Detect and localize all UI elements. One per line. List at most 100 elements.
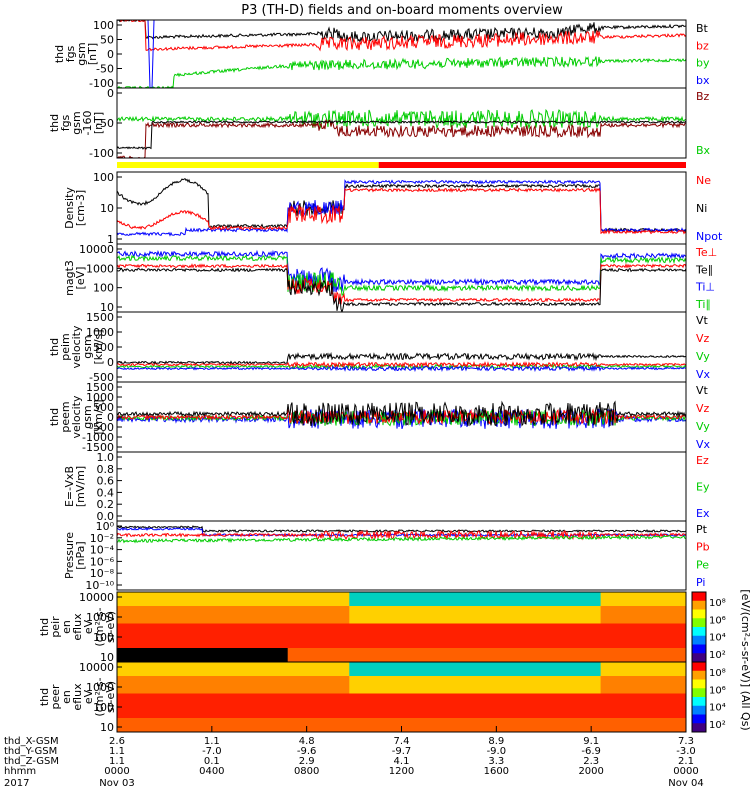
legend-Te⊥: Te⊥ bbox=[695, 246, 717, 259]
spectrogram-cell bbox=[178, 718, 184, 732]
spectrogram-cell bbox=[377, 718, 384, 732]
ephemeris-value: 4.8 bbox=[299, 736, 315, 747]
ytick-label: 500 bbox=[93, 401, 114, 414]
legend-Npot: Npot bbox=[696, 230, 723, 243]
spectrogram-cell bbox=[192, 606, 199, 624]
spectrogram-cell bbox=[676, 623, 682, 648]
spectrogram-cell bbox=[472, 623, 478, 648]
spectrogram-cell bbox=[382, 592, 388, 606]
colorbar-segment bbox=[692, 723, 706, 733]
spectrogram-cell bbox=[501, 592, 507, 606]
spectrogram-cell bbox=[548, 676, 554, 694]
ephemeris-value: 2.9 bbox=[299, 756, 315, 767]
spectrogram-cell bbox=[240, 718, 246, 732]
spectrogram-cell bbox=[458, 676, 464, 694]
spectrogram-cell bbox=[358, 592, 365, 606]
spectrogram-cell bbox=[183, 693, 189, 718]
spectrogram-cell bbox=[131, 606, 137, 624]
spectrogram-cell bbox=[576, 623, 583, 648]
spectrogram-cell bbox=[240, 648, 246, 662]
spectrogram-cell bbox=[633, 662, 640, 676]
spectrogram-cell bbox=[164, 592, 170, 606]
spectrogram-cell bbox=[254, 606, 260, 624]
spectrogram-cell bbox=[515, 693, 521, 718]
spectrogram-cell bbox=[501, 606, 507, 624]
spectrogram-cell bbox=[230, 623, 237, 648]
spectrogram-cell bbox=[131, 592, 137, 606]
spectrogram-cell bbox=[159, 592, 165, 606]
spectrogram-cell bbox=[548, 648, 554, 662]
spectrogram-cell bbox=[245, 693, 251, 718]
spectrogram-cell bbox=[173, 606, 180, 624]
date-label: Nov 04 bbox=[668, 778, 703, 789]
spectrogram-cell bbox=[283, 648, 289, 662]
trace-Pt bbox=[117, 525, 686, 534]
spectrogram-cell bbox=[491, 718, 497, 732]
spectrogram-cell bbox=[448, 648, 455, 662]
spectrogram-cell bbox=[629, 623, 635, 648]
ytick-label: 1000 bbox=[86, 262, 114, 275]
ephemeris-value: 2.3 bbox=[583, 756, 599, 767]
spectrogram-cell bbox=[117, 606, 123, 624]
spectrogram-cell bbox=[543, 662, 550, 676]
spectrogram-cell bbox=[595, 693, 602, 718]
spectrogram-cell bbox=[387, 718, 393, 732]
spectrogram-cell bbox=[562, 662, 568, 676]
spectrogram-cell bbox=[278, 676, 284, 694]
spectrogram-cell bbox=[221, 623, 227, 648]
spectrogram-cell bbox=[444, 592, 450, 606]
spectrogram-cell bbox=[150, 676, 156, 694]
spectrogram-cell bbox=[264, 693, 270, 718]
trace-Ne bbox=[117, 187, 686, 235]
spectrogram-cell bbox=[610, 592, 616, 606]
ylabel: thdpeemvelocitygsm[km/s] bbox=[48, 395, 105, 438]
spectrogram-cell bbox=[216, 718, 222, 732]
spectrogram-cell bbox=[539, 592, 545, 606]
colorbar-segment bbox=[692, 653, 706, 663]
ylabel: Density[cm-3] bbox=[63, 187, 87, 229]
spectrogram-cell bbox=[140, 662, 146, 676]
spectrogram-cell bbox=[491, 592, 497, 606]
spectrogram-cell bbox=[339, 676, 346, 694]
panel-temperature: 10000 1000 100 10 magt3[eV] Te⊥ Te∥ Ti⊥ Ti∥ bbox=[63, 243, 717, 314]
spectrogram-cell bbox=[306, 718, 312, 732]
spectrogram-cell bbox=[320, 676, 327, 694]
spectrogram-cell bbox=[581, 606, 587, 624]
spectrogram-cell bbox=[192, 648, 199, 662]
spectrogram-cell bbox=[548, 662, 554, 676]
spectrogram-cell bbox=[230, 592, 237, 606]
spectrogram-cell bbox=[638, 718, 644, 732]
spectrogram-cell bbox=[605, 662, 611, 676]
spectrogram-cell bbox=[600, 693, 606, 718]
colorbar-segment bbox=[692, 618, 706, 628]
spectrogram-cell bbox=[164, 662, 170, 676]
spectrogram-cell bbox=[411, 718, 417, 732]
ytick-label: 10⁻² bbox=[90, 532, 114, 545]
spectrogram-cell bbox=[558, 662, 564, 676]
spectrogram-cell bbox=[363, 693, 369, 718]
trace-bx bbox=[151, 20, 155, 88]
spectrogram-cell bbox=[629, 693, 635, 718]
spectrogram-cell bbox=[159, 718, 165, 732]
spectrogram-cell bbox=[192, 592, 199, 606]
spectrogram-cell bbox=[136, 623, 142, 648]
spectrogram-cell bbox=[676, 662, 682, 676]
spectrogram-cell bbox=[140, 718, 146, 732]
spectrogram-cell bbox=[287, 693, 293, 718]
spectrogram-cell bbox=[458, 693, 464, 718]
spectrogram-cell bbox=[382, 648, 388, 662]
spectrogram-cell bbox=[192, 623, 199, 648]
spectrogram-cell bbox=[164, 718, 170, 732]
spectrogram-cell bbox=[539, 623, 545, 648]
spectrogram-cell bbox=[349, 592, 355, 606]
spectrogram-cell bbox=[643, 606, 649, 624]
ytick-label: 100 bbox=[93, 701, 114, 714]
spectrogram-cell bbox=[159, 606, 165, 624]
ytick-label: 50 bbox=[100, 34, 114, 47]
spectrogram-cell bbox=[301, 693, 308, 718]
legend-Vx: Vx bbox=[696, 368, 711, 381]
spectrogram-cell bbox=[529, 606, 535, 624]
ytick-label: 100 bbox=[93, 282, 114, 295]
spectrogram-cell bbox=[458, 592, 464, 606]
legend-Bz: Bz bbox=[696, 90, 710, 103]
